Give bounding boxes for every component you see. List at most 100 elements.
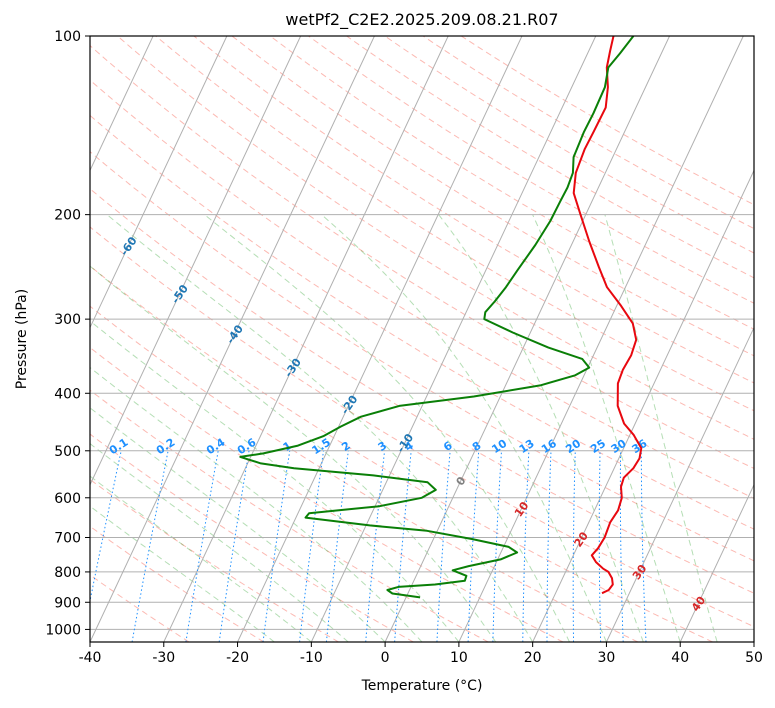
isotherm-line bbox=[458, 36, 744, 642]
y-tick-label: 600 bbox=[54, 491, 81, 507]
isotherm-line bbox=[237, 36, 523, 642]
temperature-line bbox=[572, 36, 643, 595]
isotherm-line bbox=[310, 36, 597, 642]
x-tick-label: 20 bbox=[524, 650, 542, 666]
dry-adiabat-line bbox=[155, 36, 754, 412]
dry-adiabat-line bbox=[117, 36, 754, 440]
y-tick-label: 900 bbox=[54, 595, 81, 611]
plot-frame bbox=[89, 35, 755, 643]
moist-adiabat-line bbox=[90, 265, 497, 642]
y-tick-label: 800 bbox=[54, 565, 81, 581]
isotherm-line bbox=[90, 36, 154, 172]
mixing-ratio-label: 16 bbox=[539, 437, 559, 456]
mixing-ratio-line bbox=[572, 450, 576, 642]
x-tick-label: -30 bbox=[152, 650, 175, 666]
x-tick-label: -10 bbox=[300, 650, 323, 666]
x-axis-label: Temperature (°C) bbox=[361, 678, 483, 694]
mixing-ratio-line bbox=[365, 450, 386, 642]
dry-adiabat-line bbox=[90, 188, 754, 594]
y-tick-label: 700 bbox=[54, 531, 81, 547]
mixing-ratio-label: 10 bbox=[489, 437, 509, 456]
mixing-ratio-line bbox=[325, 450, 349, 642]
isotherm-line bbox=[163, 36, 449, 642]
dry-adiabat-line bbox=[90, 574, 190, 642]
dry-adiabat-line bbox=[90, 79, 754, 500]
moist-adiabat-line bbox=[90, 366, 423, 642]
mixing-ratio-line bbox=[640, 450, 647, 642]
x-tick-label: 40 bbox=[671, 650, 689, 666]
dry-adiabat-line bbox=[90, 478, 339, 642]
chart-title: wetPf2_C2E2.2025.209.08.21.R07 bbox=[285, 10, 559, 29]
mixing-ratio-line bbox=[394, 450, 412, 642]
isotherm-label: -20 bbox=[338, 393, 360, 417]
mixing-ratio-label: 2 bbox=[339, 439, 353, 454]
isotherm-label: 0 bbox=[454, 474, 469, 488]
moist-adiabat-line bbox=[90, 407, 386, 642]
x-tick-label: -40 bbox=[79, 650, 102, 666]
dry-adiabat-line bbox=[90, 265, 713, 642]
isotherm-line bbox=[90, 36, 228, 329]
isotherm-label: 10 bbox=[512, 499, 532, 519]
mixing-ratio-label: 6 bbox=[441, 439, 455, 454]
moist-adiabat-line bbox=[532, 214, 681, 642]
isotherm-line bbox=[532, 169, 754, 642]
mixing-ratio-label: 25 bbox=[588, 437, 608, 456]
moist-adiabat-line bbox=[90, 505, 275, 642]
mixing-ratio-line bbox=[262, 450, 291, 642]
dry-adiabat-line bbox=[231, 36, 754, 357]
isotherm-label: -40 bbox=[224, 322, 246, 346]
x-tick-label: 50 bbox=[745, 650, 763, 666]
mixing-ratio-label: 3 bbox=[376, 439, 390, 454]
isotherm-label: -60 bbox=[118, 234, 140, 258]
y-tick-label: 500 bbox=[54, 444, 81, 460]
mixing-ratio-line bbox=[467, 450, 480, 642]
mixing-ratio-label: 0.4 bbox=[204, 436, 228, 458]
isotherm-line bbox=[605, 326, 754, 642]
isotherm-line bbox=[90, 36, 302, 486]
x-tick-label: -20 bbox=[226, 650, 249, 666]
mixing-ratio-line bbox=[90, 450, 122, 604]
dry-adiabat-line bbox=[90, 346, 564, 642]
y-tick-label: 200 bbox=[54, 208, 81, 224]
mixing-ratio-label: 0.2 bbox=[154, 436, 177, 458]
y-tick-label: 300 bbox=[54, 312, 81, 328]
mixing-ratio-label: 13 bbox=[517, 437, 537, 456]
mixing-ratio-line bbox=[131, 450, 169, 642]
isotherm-line bbox=[753, 640, 754, 642]
dry-adiabat-line bbox=[90, 114, 754, 530]
x-tick-label: 30 bbox=[598, 650, 616, 666]
x-tick-label: 10 bbox=[450, 650, 468, 666]
y-tick-label: 1000 bbox=[45, 622, 81, 638]
dry-adiabat-line bbox=[193, 36, 754, 384]
isotherm-label: 30 bbox=[630, 562, 650, 582]
isotherm-label: -80 bbox=[10, 150, 32, 174]
isotherm-line bbox=[0, 36, 79, 642]
mixing-ratio-label: 20 bbox=[563, 437, 583, 456]
isotherm-label: -30 bbox=[282, 356, 304, 380]
moist-adiabat-line bbox=[438, 214, 644, 642]
dry-adiabat-line bbox=[422, 36, 754, 230]
mixing-ratio-line bbox=[218, 450, 250, 642]
dry-adiabat-line bbox=[308, 36, 754, 304]
dry-adiabat-line bbox=[90, 226, 754, 628]
dry-adiabat-line bbox=[460, 36, 754, 206]
x-tick-label: 0 bbox=[381, 650, 390, 666]
y-tick-label: 100 bbox=[54, 29, 81, 45]
mixing-ratio-line bbox=[299, 450, 324, 642]
mixing-ratio-line bbox=[546, 450, 552, 642]
mixing-ratio-label: 30 bbox=[609, 437, 629, 456]
dewpoint-line bbox=[239, 36, 635, 599]
moist-adiabat-line bbox=[90, 475, 312, 642]
isotherm-label: 40 bbox=[689, 594, 709, 614]
mixing-ratio-label: 8 bbox=[470, 439, 484, 454]
dry-adiabat-line bbox=[90, 44, 754, 469]
moist-adiabat-line bbox=[106, 214, 534, 642]
isotherm-line bbox=[0, 36, 6, 642]
dry-adiabat-line bbox=[90, 389, 489, 642]
dry-adiabat-line bbox=[384, 36, 754, 254]
moist-adiabat-line bbox=[321, 214, 607, 642]
mixing-ratio-line bbox=[492, 450, 502, 642]
mixing-ratio-line bbox=[436, 450, 451, 642]
isotherm-line bbox=[90, 36, 375, 642]
